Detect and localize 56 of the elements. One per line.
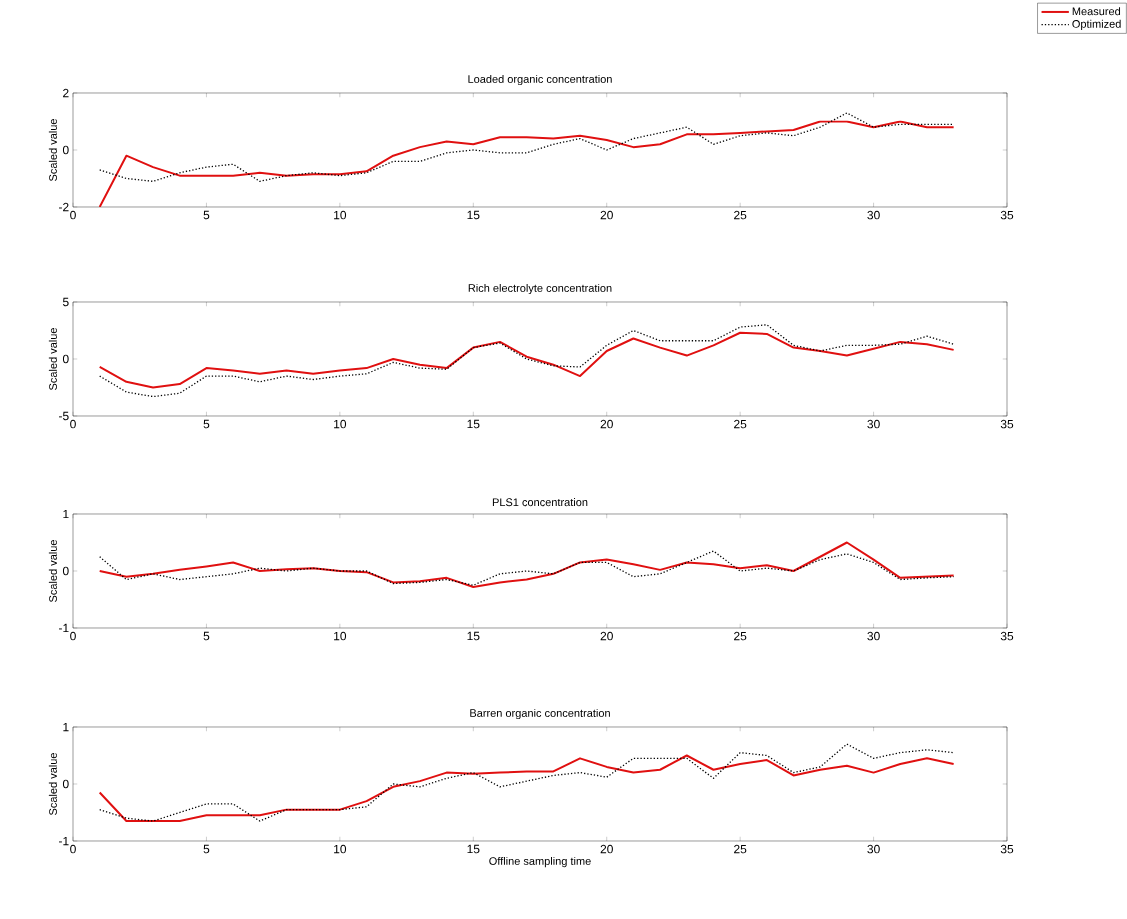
x-tick-label: 30 bbox=[867, 210, 880, 220]
legend-label: Measured bbox=[1072, 7, 1121, 16]
chart-title: PLS1 concentration bbox=[492, 498, 588, 507]
y-axis-title: Scaled value bbox=[48, 540, 57, 602]
y-tick-label: 1 bbox=[63, 509, 69, 519]
y-tick-label: 5 bbox=[62, 297, 69, 307]
x-tick-label: 20 bbox=[600, 844, 613, 854]
x-tick-label: 30 bbox=[867, 631, 880, 641]
y-tick-label: -1 bbox=[59, 836, 69, 846]
y-tick-label: 1 bbox=[63, 722, 69, 732]
x-tick-label: 0 bbox=[70, 419, 76, 429]
x-tick-label: 5 bbox=[203, 210, 210, 220]
y-tick-label: -5 bbox=[59, 411, 69, 421]
y-tick-label: 0 bbox=[62, 566, 69, 576]
x-axis-title: Offline sampling time bbox=[489, 856, 591, 868]
y-tick-label: -1 bbox=[59, 623, 69, 633]
x-tick-label: 5 bbox=[203, 631, 210, 641]
x-tick-label: 10 bbox=[334, 419, 347, 429]
x-tick-label: 10 bbox=[334, 210, 347, 220]
y-tick-label: 2 bbox=[63, 88, 69, 98]
x-tick-label: 0 bbox=[70, 631, 76, 641]
y-tick-label: 0 bbox=[62, 145, 69, 155]
x-tick-label: 30 bbox=[867, 419, 880, 429]
x-tick-label: 35 bbox=[1000, 631, 1014, 641]
chart-title: Rich electrolyte concentration bbox=[468, 283, 612, 295]
x-tick-label: 10 bbox=[334, 631, 347, 641]
x-tick-label: 0 bbox=[70, 844, 76, 854]
x-tick-label: 20 bbox=[600, 210, 613, 220]
x-tick-label: 15 bbox=[467, 210, 480, 220]
x-tick-label: 25 bbox=[734, 419, 747, 429]
y-axis-title: Scaled value bbox=[48, 119, 57, 181]
x-tick-label: 20 bbox=[600, 631, 613, 641]
x-tick-label: 20 bbox=[600, 419, 613, 429]
x-tick-label: 5 bbox=[203, 844, 210, 854]
x-tick-label: 15 bbox=[467, 631, 480, 641]
x-tick-label: 0 bbox=[70, 210, 76, 220]
x-tick-label: 35 bbox=[1000, 210, 1014, 220]
y-axis-title: Scaled value bbox=[48, 328, 57, 390]
x-tick-label: 25 bbox=[734, 631, 747, 641]
x-tick-label: 30 bbox=[867, 844, 880, 854]
y-tick-label: 0 bbox=[62, 354, 69, 364]
legend-label: Optimized bbox=[1072, 19, 1121, 30]
x-tick-label: 25 bbox=[734, 210, 747, 220]
x-tick-label: 5 bbox=[203, 419, 210, 429]
chart-title: Loaded organic concentration bbox=[468, 74, 612, 86]
x-tick-label: 10 bbox=[334, 844, 347, 854]
x-tick-label: 35 bbox=[1000, 419, 1014, 429]
x-tick-label: 15 bbox=[467, 844, 480, 854]
y-axis-title: Scaled value bbox=[48, 753, 57, 815]
chart-title: Barren organic concentration bbox=[470, 708, 610, 720]
x-tick-label: 15 bbox=[467, 419, 480, 429]
x-tick-label: 25 bbox=[734, 844, 747, 854]
y-tick-label: -2 bbox=[59, 202, 69, 212]
x-tick-label: 35 bbox=[1000, 844, 1014, 854]
line-series bbox=[98, 331, 955, 389]
y-tick-label: 0 bbox=[62, 779, 69, 789]
